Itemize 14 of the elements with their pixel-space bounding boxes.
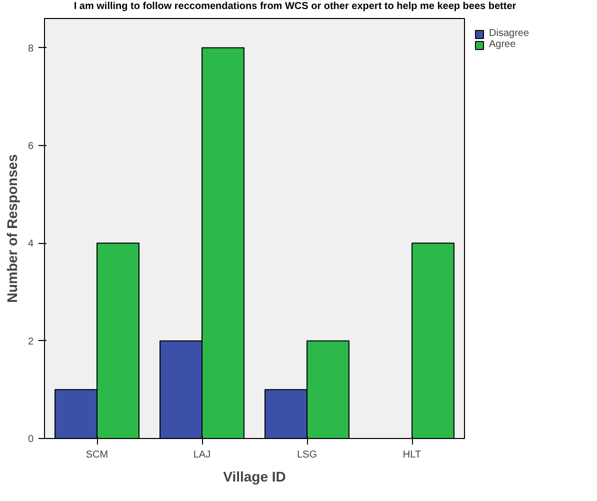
x-tick-label: HLT — [402, 450, 422, 460]
x-tick-label: SCM — [86, 450, 108, 460]
x-tick-label: LAJ — [193, 450, 211, 460]
chart-title: I am willing to follow reccomendations from WCS or other expert to help me keep bees better — [74, 0, 516, 14]
y-tick-label: 2 — [28, 336, 34, 348]
legend-label: Disagree — [489, 28, 530, 39]
y-axis-title: Number of Responses — [4, 154, 20, 303]
legend-label: Agree — [489, 39, 516, 50]
y-tick-label: 6 — [28, 140, 34, 152]
x-tick-label: LSG — [296, 450, 318, 460]
y-tick-label: 0 — [28, 434, 34, 445]
x-axis-title: Village ID — [223, 468, 286, 484]
y-tick-label: 8 — [28, 43, 34, 54]
y-tick-label: 4 — [28, 238, 34, 250]
